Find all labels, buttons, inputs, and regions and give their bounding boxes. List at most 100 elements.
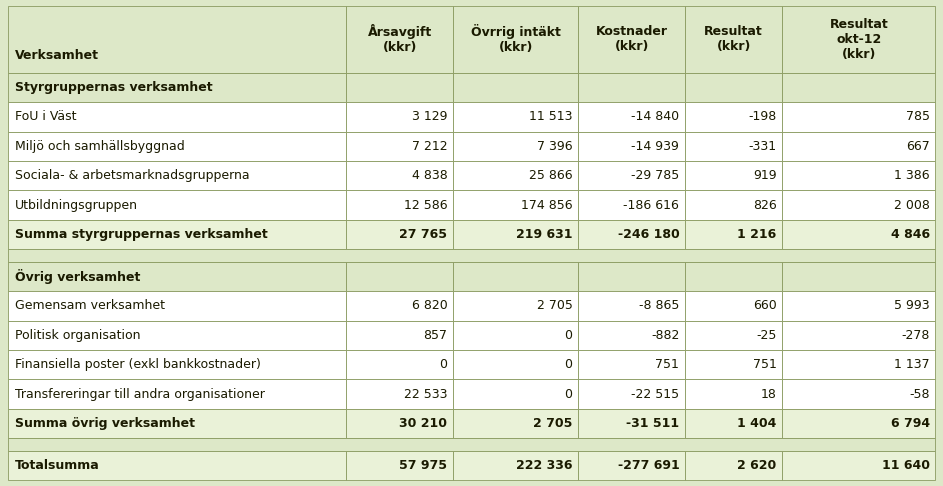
Bar xyxy=(578,6,685,73)
Bar xyxy=(578,321,685,350)
Bar xyxy=(346,291,453,321)
Text: -186 616: -186 616 xyxy=(623,199,679,211)
Text: 222 336: 222 336 xyxy=(516,459,572,472)
Text: Resultat
okt-12
(kkr): Resultat okt-12 (kkr) xyxy=(830,18,888,61)
Text: -8 865: -8 865 xyxy=(639,299,679,312)
Bar xyxy=(783,161,935,191)
Text: -278: -278 xyxy=(902,329,930,342)
Bar xyxy=(783,132,935,161)
Text: -58: -58 xyxy=(909,387,930,400)
Bar xyxy=(578,451,685,480)
Bar xyxy=(8,451,346,480)
Bar xyxy=(685,262,783,291)
Text: Verksamhet: Verksamhet xyxy=(15,49,99,62)
Bar xyxy=(685,291,783,321)
Bar xyxy=(8,220,346,249)
Bar xyxy=(783,73,935,102)
Bar xyxy=(8,438,935,451)
Text: 2 008: 2 008 xyxy=(894,199,930,211)
Bar xyxy=(453,262,578,291)
Bar xyxy=(346,132,453,161)
Bar xyxy=(453,161,578,191)
Text: Gemensam verksamhet: Gemensam verksamhet xyxy=(15,299,165,312)
Bar xyxy=(453,321,578,350)
Bar xyxy=(8,191,346,220)
Text: Kostnader
(kkr): Kostnader (kkr) xyxy=(596,25,668,53)
Bar xyxy=(783,321,935,350)
Bar xyxy=(453,409,578,438)
Bar xyxy=(685,220,783,249)
Text: Totalsumma: Totalsumma xyxy=(15,459,100,472)
Bar xyxy=(8,291,346,321)
Text: -246 180: -246 180 xyxy=(618,228,679,241)
Bar xyxy=(685,451,783,480)
Text: 0: 0 xyxy=(565,387,572,400)
Bar xyxy=(8,73,346,102)
Text: 11 513: 11 513 xyxy=(529,110,572,123)
Text: 1 386: 1 386 xyxy=(894,169,930,182)
Bar xyxy=(346,321,453,350)
Bar xyxy=(783,380,935,409)
Text: 174 856: 174 856 xyxy=(521,199,572,211)
Text: 667: 667 xyxy=(906,140,930,153)
Bar xyxy=(346,409,453,438)
Text: Sociala- & arbetsmarknadsgrupperna: Sociala- & arbetsmarknadsgrupperna xyxy=(15,169,250,182)
Bar xyxy=(346,350,453,380)
Text: -14 939: -14 939 xyxy=(632,140,679,153)
Bar xyxy=(346,161,453,191)
Bar xyxy=(453,191,578,220)
Bar xyxy=(346,380,453,409)
Text: 11 640: 11 640 xyxy=(882,459,930,472)
Text: 2 620: 2 620 xyxy=(737,459,777,472)
Bar xyxy=(453,220,578,249)
Bar xyxy=(685,350,783,380)
Text: 826: 826 xyxy=(753,199,777,211)
Text: 0: 0 xyxy=(565,358,572,371)
Text: Summa styrgruppernas verksamhet: Summa styrgruppernas verksamhet xyxy=(15,228,268,241)
Text: Miljö och samhällsbyggnad: Miljö och samhällsbyggnad xyxy=(15,140,185,153)
Text: -25: -25 xyxy=(756,329,777,342)
Bar xyxy=(783,220,935,249)
Bar xyxy=(8,132,346,161)
Text: -31 511: -31 511 xyxy=(626,417,679,430)
Bar xyxy=(578,161,685,191)
Bar xyxy=(453,350,578,380)
Text: Transfereringar till andra organisationer: Transfereringar till andra organisatione… xyxy=(15,387,265,400)
Bar xyxy=(8,380,346,409)
Bar xyxy=(8,409,346,438)
Bar xyxy=(685,6,783,73)
Bar xyxy=(783,191,935,220)
Text: -22 515: -22 515 xyxy=(631,387,679,400)
Text: 2 705: 2 705 xyxy=(533,417,572,430)
Bar xyxy=(346,73,453,102)
Bar xyxy=(578,102,685,132)
Text: 660: 660 xyxy=(753,299,777,312)
Text: 7 396: 7 396 xyxy=(537,140,572,153)
Bar xyxy=(783,102,935,132)
Text: 4 838: 4 838 xyxy=(411,169,447,182)
Bar xyxy=(453,6,578,73)
Bar xyxy=(685,132,783,161)
Text: Summa övrig verksamhet: Summa övrig verksamhet xyxy=(15,417,195,430)
Bar xyxy=(783,409,935,438)
Bar xyxy=(578,73,685,102)
Text: Resultat
(kkr): Resultat (kkr) xyxy=(704,25,763,53)
Text: 219 631: 219 631 xyxy=(516,228,572,241)
Text: 4 846: 4 846 xyxy=(891,228,930,241)
Bar xyxy=(453,451,578,480)
Text: 57 975: 57 975 xyxy=(399,459,447,472)
Bar xyxy=(578,350,685,380)
Bar xyxy=(578,380,685,409)
Bar xyxy=(8,102,346,132)
Text: 22 533: 22 533 xyxy=(404,387,447,400)
Bar xyxy=(685,321,783,350)
Text: -882: -882 xyxy=(651,329,679,342)
Text: Årsavgift
(kkr): Årsavgift (kkr) xyxy=(368,24,432,54)
Text: -331: -331 xyxy=(749,140,777,153)
Bar xyxy=(685,73,783,102)
Text: -29 785: -29 785 xyxy=(631,169,679,182)
Bar xyxy=(8,262,346,291)
Bar xyxy=(578,262,685,291)
Text: 751: 751 xyxy=(753,358,777,371)
Bar xyxy=(685,102,783,132)
